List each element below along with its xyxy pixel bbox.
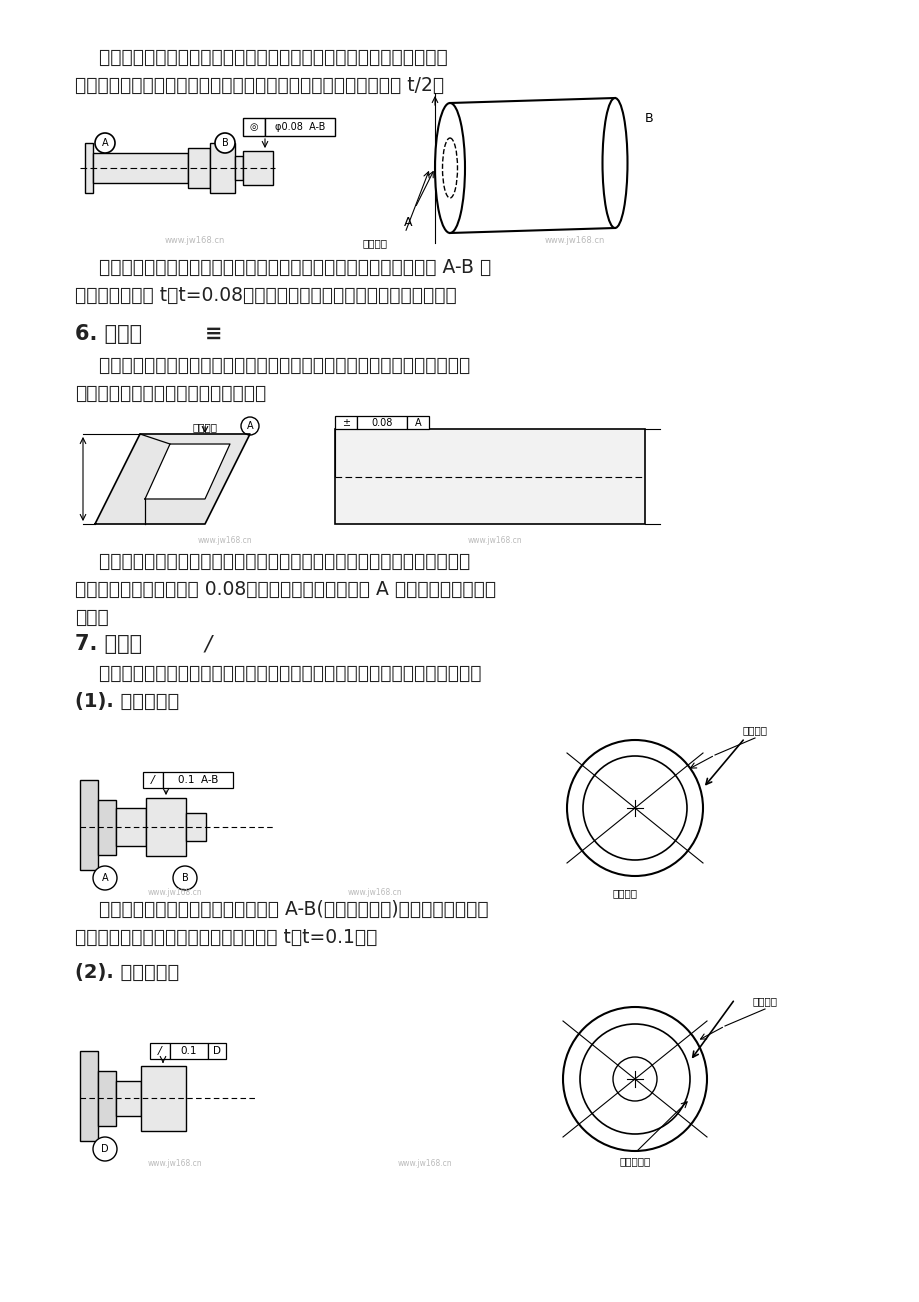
Text: A: A (403, 216, 412, 229)
Text: www.jw168.cn: www.jw168.cn (148, 888, 202, 897)
Text: 圆跳动，指工件绕基准旋转一周，测量器具在固定位置的显示值的变动范围。: 圆跳动，指工件绕基准旋转一周，测量器具在固定位置的显示值的变动范围。 (75, 664, 481, 684)
Text: 面之间: 面之间 (75, 608, 108, 628)
Circle shape (173, 866, 197, 891)
Text: 同一直线上的两根轴线，他们发生了偏离，规定该偏离的最大值为 t/2。: 同一直线上的两根轴线，他们发生了偏离，规定该偏离的最大值为 t/2。 (75, 76, 444, 95)
Text: www.jw168.cn: www.jw168.cn (544, 236, 605, 245)
Bar (141, 1066, 186, 1131)
Circle shape (241, 417, 259, 435)
Text: 基准轴线: 基准轴线 (752, 996, 777, 1006)
Bar (85, 143, 93, 193)
Text: 对称度，指加工两表面的中心平面偏离基准的程度，即要求的对称中心与实: 对称度，指加工两表面的中心平面偏离基准的程度，即要求的对称中心与实 (75, 355, 470, 375)
Bar (98, 1072, 116, 1126)
Circle shape (93, 866, 117, 891)
Bar (210, 143, 234, 193)
Text: 标注释义：图中有同轴度要求的大圆的轴线必须位于以公共基准轴线 A-B 为: 标注释义：图中有同轴度要求的大圆的轴线必须位于以公共基准轴线 A-B 为 (75, 258, 491, 277)
Text: A: A (102, 138, 108, 148)
Polygon shape (145, 444, 230, 499)
Circle shape (215, 133, 234, 154)
Text: φ0.08  A-B: φ0.08 A-B (275, 122, 324, 132)
Bar (98, 799, 116, 855)
Text: www.jw168.cn: www.jw168.cn (165, 236, 225, 245)
Bar (335, 428, 644, 523)
Text: www.jw168.cn: www.jw168.cn (397, 1159, 452, 1168)
Text: B: B (644, 112, 652, 125)
Text: 标注释义：图中对称度图标所要表示的面为两加工面的中心平面，该中心平: 标注释义：图中对称度图标所要表示的面为两加工面的中心平面，该中心平 (75, 552, 470, 572)
Text: 表面任一截面圆的径向跳动量均不得大于 t（t=0.1）。: 表面任一截面圆的径向跳动量均不得大于 t（t=0.1）。 (75, 928, 377, 947)
Bar (170, 1043, 208, 1059)
Bar (116, 809, 146, 846)
Text: 同轴度，指工件要求的轴线偏离基准线所在直线的程度，即理论上应在: 同轴度，指工件要求的轴线偏离基准线所在直线的程度，即理论上应在 (75, 48, 448, 66)
Text: 0.1: 0.1 (180, 1046, 197, 1056)
Text: 基准轴线: 基准轴线 (742, 725, 766, 736)
Bar (335, 417, 357, 428)
Bar (234, 156, 243, 180)
Text: 测量圆柱面: 测量圆柱面 (618, 1156, 650, 1167)
Text: 7. 圆跳动: 7. 圆跳动 (75, 634, 142, 654)
Text: A: A (102, 874, 108, 883)
Bar (208, 1043, 226, 1059)
Bar (357, 417, 406, 428)
Text: www.jw168.cn: www.jw168.cn (347, 888, 402, 897)
Text: www.jw168.cn: www.jw168.cn (198, 536, 252, 546)
Text: D: D (101, 1144, 108, 1154)
Bar (243, 118, 265, 135)
Bar (150, 1043, 170, 1059)
Text: ±: ± (342, 418, 349, 427)
Text: /: / (205, 634, 211, 654)
Text: 面必须位于距离为公差值 0.08，且相对于基准中心平面 A 对称分布的两平行平: 面必须位于距离为公差值 0.08，且相对于基准中心平面 A 对称分布的两平行平 (75, 579, 495, 599)
Bar (93, 154, 187, 184)
Text: B: B (221, 138, 228, 148)
Text: 基准轴线: 基准轴线 (362, 238, 387, 247)
Circle shape (95, 133, 115, 154)
Bar (146, 798, 186, 855)
Text: B: B (181, 874, 188, 883)
Circle shape (93, 1137, 117, 1161)
Text: 0.08: 0.08 (371, 418, 392, 427)
Text: 标注释义：当被测圆柱表面绕基准线 A-B(公共基准轴线)旋转一周时，圆柱: 标注释义：当被测圆柱表面绕基准线 A-B(公共基准轴线)旋转一周时，圆柱 (75, 900, 488, 919)
Text: ≡: ≡ (205, 324, 222, 344)
Text: 基准平面: 基准平面 (192, 422, 217, 432)
Bar (142, 772, 163, 788)
Text: www.jw168.cn: www.jw168.cn (148, 1159, 202, 1168)
Text: 轴线，以公差值 t（t=0.08）为直径的圆柱内，其公差带范围如右图。: 轴线，以公差值 t（t=0.08）为直径的圆柱内，其公差带范围如右图。 (75, 286, 456, 305)
Bar (80, 1051, 98, 1141)
Text: ◎: ◎ (249, 122, 258, 132)
Bar (187, 148, 210, 187)
Text: 0.1  A-B: 0.1 A-B (177, 775, 218, 785)
Bar (243, 151, 273, 185)
Text: 际对称中心保持在同一平面内的状况。: 际对称中心保持在同一平面内的状况。 (75, 384, 266, 404)
Polygon shape (95, 434, 250, 523)
Bar (406, 417, 428, 428)
Text: (1). 径向圆跳动: (1). 径向圆跳动 (75, 691, 179, 711)
Text: A: A (414, 418, 421, 427)
Text: /: / (158, 1046, 162, 1056)
Text: D: D (213, 1046, 221, 1056)
Text: 6. 对称度: 6. 对称度 (75, 324, 142, 344)
Text: A: A (246, 421, 253, 431)
Bar (80, 780, 98, 870)
Bar (265, 118, 335, 135)
Bar (163, 772, 233, 788)
Bar (116, 1081, 141, 1116)
Text: /: / (151, 775, 154, 785)
Text: 测量平面: 测量平面 (612, 888, 637, 898)
Text: www.jw168.cn: www.jw168.cn (467, 536, 522, 546)
Bar (186, 812, 206, 841)
Text: (2). 端面圆跳动: (2). 端面圆跳动 (75, 963, 179, 982)
